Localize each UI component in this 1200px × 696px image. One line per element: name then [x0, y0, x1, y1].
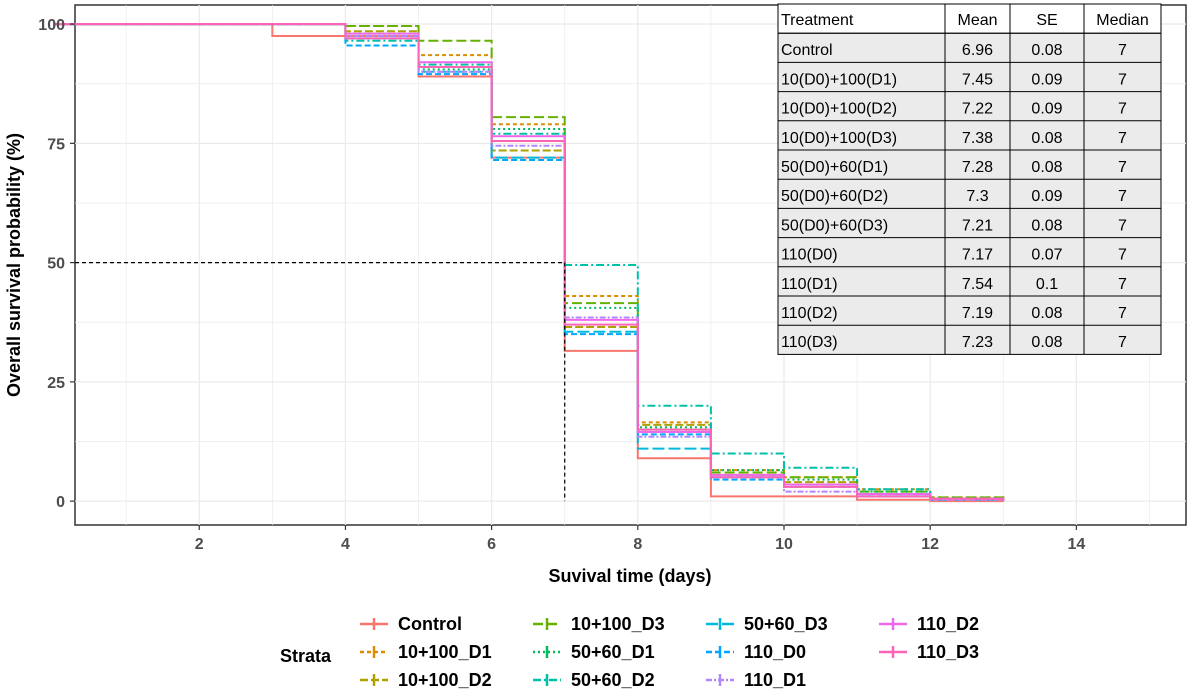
y-tick-label: 50 [47, 256, 65, 273]
legend: Strata Control 10+100_D1 10+100_D2 10+100_D3… [280, 614, 979, 690]
table-cell: 7 [1118, 130, 1127, 147]
series-group [53, 23, 1005, 503]
table-cell: 7 [1118, 188, 1127, 205]
table-cell: 0.08 [1031, 42, 1062, 59]
summary-table: Treatment Mean SE Median Control 6.96 0.08 7 10(… [777, 3, 1162, 355]
table-cell: 0.08 [1031, 159, 1062, 176]
legend-label: 110_D3 [917, 642, 979, 662]
y-tick-label: 0 [56, 494, 65, 511]
median-guides [75, 262, 566, 502]
table-cell: 7.38 [962, 130, 993, 147]
table-cell: 7.22 [962, 101, 993, 118]
series-line-110_D3 [53, 23, 1005, 502]
y-axis-title: Overall survival probability (%) [4, 133, 24, 397]
table-cell: 50(D0)+60(D3) [781, 217, 888, 234]
table-cell: 0.09 [1031, 71, 1062, 88]
table-cell: 10(D0)+100(D3) [781, 130, 897, 147]
table-cell: 7 [1118, 247, 1127, 264]
table-cell: 50(D0)+60(D2) [781, 188, 888, 205]
table-cell: 7 [1118, 334, 1127, 351]
table-cell: 0.09 [1031, 101, 1062, 118]
table-cell: 7.54 [962, 276, 993, 293]
table-cell: 110(D0) [781, 247, 838, 264]
table-cell: 50(D0)+60(D1) [781, 159, 888, 176]
table-cell: 7 [1118, 42, 1127, 59]
table-cell: 7.3 [966, 188, 988, 205]
legend-label: 50+60_D2 [571, 670, 655, 690]
table-cell: 7 [1118, 217, 1127, 234]
table-cell: 7 [1118, 101, 1127, 118]
y-tick-label: 75 [47, 136, 65, 153]
table-cell: 7.19 [962, 305, 993, 322]
table-header-cell: Median [1096, 12, 1148, 29]
legend-label: 10+100_D3 [571, 614, 665, 634]
x-tick-label: 10 [775, 536, 793, 553]
legend-label: 110_D2 [917, 614, 979, 634]
y-tick-label: 25 [47, 375, 65, 392]
table-header-cell: Treatment [781, 12, 854, 29]
x-axis-title: Suvival time (days) [548, 566, 711, 586]
x-tick-label: 12 [921, 536, 939, 553]
table-cell: 7.28 [962, 159, 993, 176]
table-cell: 110(D2) [781, 305, 838, 322]
x-tick-label: 4 [341, 536, 350, 553]
table-cell: 110(D3) [781, 334, 838, 351]
x-tick-label: 14 [1067, 536, 1085, 553]
legend-label: 10+100_D1 [398, 642, 492, 662]
table-header-cell: SE [1036, 12, 1057, 29]
table-header-row [777, 3, 1162, 34]
table-cell: 0.1 [1036, 276, 1058, 293]
x-tick-label: 6 [487, 536, 496, 553]
table-cell: 0.08 [1031, 217, 1062, 234]
table-cell: Control [781, 42, 833, 59]
y-tick-label: 100 [38, 17, 65, 34]
table-cell: 7 [1118, 71, 1127, 88]
legend-label: 110_D1 [744, 670, 806, 690]
table-cell: 7 [1118, 305, 1127, 322]
table-cell: 0.08 [1031, 130, 1062, 147]
legend-label: 10+100_D2 [398, 670, 492, 690]
table-cell: 0.07 [1031, 247, 1062, 264]
legend-label: Control [398, 614, 462, 634]
table-cell: 7.23 [962, 334, 993, 351]
table-cell: 7.17 [962, 247, 993, 264]
table-cell: 7.21 [962, 217, 993, 234]
legend-label: 50+60_D3 [744, 614, 828, 634]
table-cell: 0.08 [1031, 305, 1062, 322]
table-cell: 10(D0)+100(D2) [781, 101, 897, 118]
x-tick-label: 2 [195, 536, 204, 553]
table-cell: 6.96 [962, 42, 993, 59]
table-cell: 7.45 [962, 71, 993, 88]
table-header-cell: Mean [957, 12, 997, 29]
legend-label: 110_D0 [744, 642, 806, 662]
axes: 2 4 6 8 10 12 14 0 25 50 75 100 [38, 17, 1085, 553]
table-cell: 110(D1) [781, 276, 838, 293]
table-cell: 0.08 [1031, 334, 1062, 351]
legend-title: Strata [280, 646, 332, 666]
table-cell: 10(D0)+100(D1) [781, 71, 897, 88]
x-tick-label: 8 [633, 536, 642, 553]
table-cell: 7 [1118, 159, 1127, 176]
table-cell: 0.09 [1031, 188, 1062, 205]
table-cell: 7 [1118, 276, 1127, 293]
legend-label: 50+60_D1 [571, 642, 655, 662]
